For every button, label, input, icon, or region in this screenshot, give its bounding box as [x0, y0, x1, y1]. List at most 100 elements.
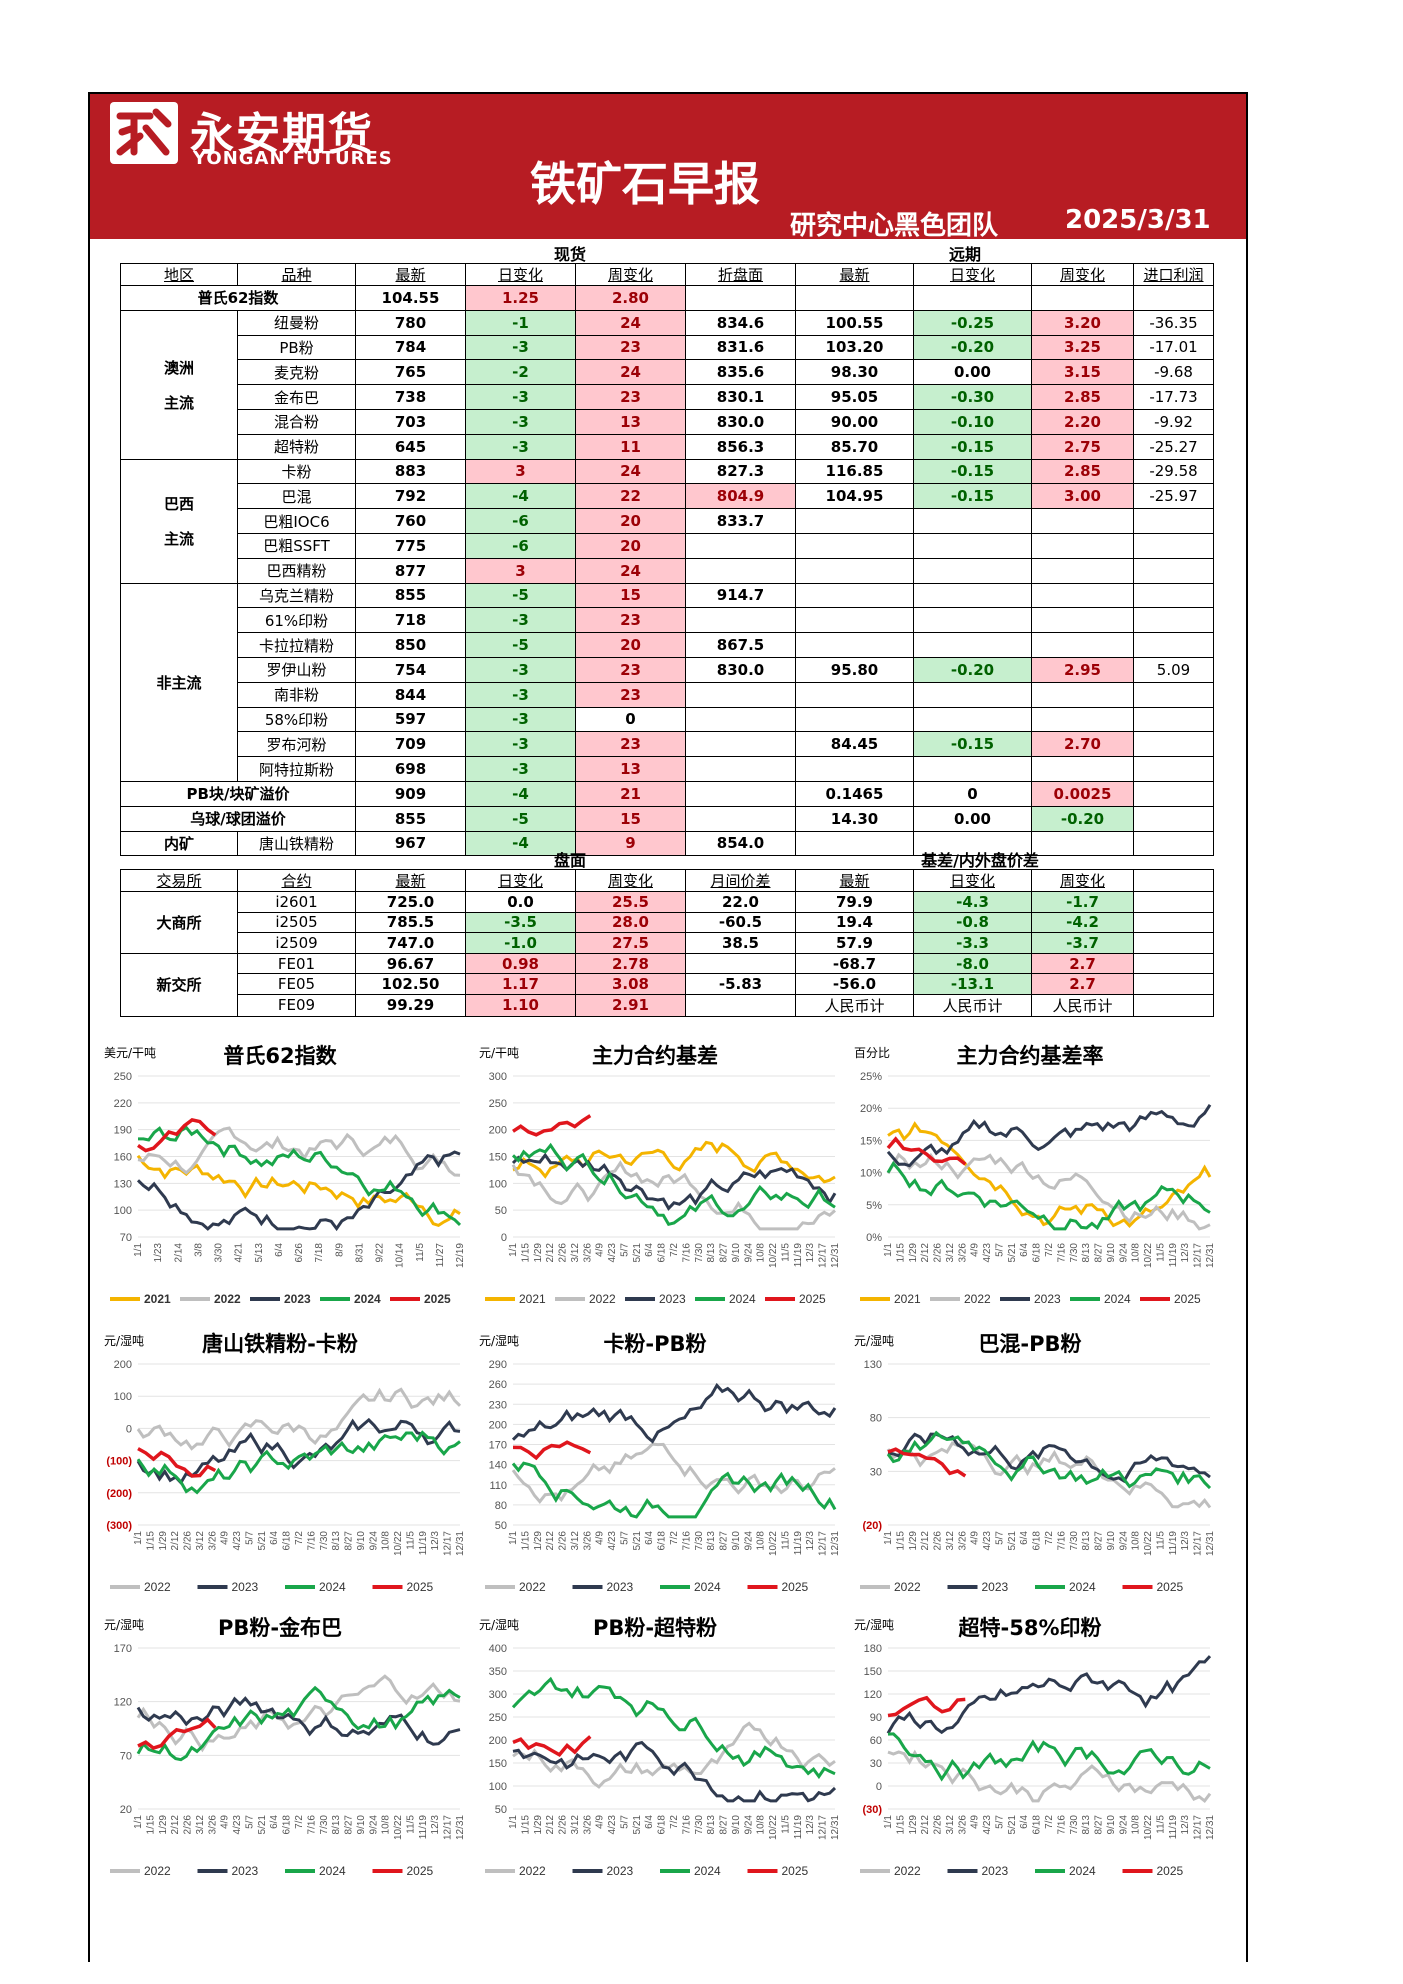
- x-tick-label: 3/12: [945, 1243, 956, 1263]
- chart-unit: 元/湿吨: [854, 1334, 895, 1348]
- empty-cell: [1133, 911, 1214, 934]
- x-tick-label: 3/26: [207, 1531, 218, 1551]
- x-tick-label: 1/1: [508, 1815, 519, 1829]
- legend-label: 2021: [894, 1292, 921, 1306]
- spot-week-change: 23: [575, 731, 686, 758]
- spot-latest: 850: [355, 632, 466, 658]
- import-profit: -29.58: [1133, 458, 1214, 485]
- x-tick-label: 4/9: [220, 1815, 231, 1829]
- spot-week-change: 15: [575, 805, 686, 832]
- x-tick-label: 3/8: [193, 1243, 204, 1257]
- x-tick-label: 4/9: [220, 1531, 231, 1545]
- forward-week-change: [1031, 756, 1134, 782]
- y-tick-label: 250: [489, 1098, 507, 1110]
- x-tick-label: 11/27: [435, 1243, 446, 1268]
- forward-day-change: -0.30: [913, 384, 1032, 410]
- logo-icon: [110, 102, 178, 164]
- futures-group-label: 盘面: [553, 851, 586, 870]
- chart: 卡粉-PB粉 元/湿吨 290 260 230 200 170 140 110 80 50 1/1 1/…: [475, 1328, 845, 1603]
- x-tick-label: 7/30: [1069, 1815, 1080, 1835]
- spot-day-change: -3: [465, 433, 576, 460]
- x-tick-label: 12/3: [430, 1531, 441, 1551]
- y-tick-label: 130: [114, 1178, 132, 1190]
- chart: 主力合约基差 元/干吨 300 250 200 150 100 50 0 1/1 1/15 1/29 2…: [475, 1040, 845, 1315]
- x-tick-label: 3/12: [570, 1815, 581, 1835]
- platts-latest: 104.55: [355, 285, 466, 311]
- forward-day-change: [913, 756, 1032, 782]
- series-line: [512, 1735, 592, 1758]
- chart-unit: 美元/干吨: [104, 1046, 157, 1060]
- x-tick-label: 9/10: [731, 1243, 742, 1263]
- table-row: 巴西精粉 877 3 24: [121, 557, 1214, 584]
- table-row: 麦克粉 765 -2 24 835.6 98.30 0.00 3.15 -9.68: [121, 359, 1214, 386]
- futures-week-change: 2.91: [575, 993, 686, 1017]
- spot-week-change: 23: [575, 384, 686, 410]
- forward-latest: [795, 557, 914, 584]
- report-date: 2025/3/31: [1065, 205, 1211, 235]
- futures-week-change: 28.0: [575, 911, 686, 934]
- y-tick-label: 30: [870, 1466, 882, 1478]
- x-tick-label: 1/29: [533, 1531, 544, 1551]
- legend-label: 2024: [694, 1580, 721, 1594]
- x-tick-label: 12/17: [443, 1531, 454, 1556]
- import-profit: [1133, 582, 1214, 609]
- legend-label: 2025: [407, 1580, 434, 1594]
- chart-svg: 290 260 230 200 170 140 110 80 501/1 1/15 1/29 2/12…: [485, 1359, 841, 1594]
- series-line: [887, 1695, 966, 1718]
- forward-day-change: [913, 508, 1032, 534]
- y-tick-label: 170: [114, 1643, 132, 1655]
- y-tick-label: 350: [489, 1666, 507, 1678]
- x-tick-label: 7/16: [681, 1531, 692, 1551]
- empty-cell: [685, 780, 796, 807]
- column-header: 交易所: [120, 869, 238, 892]
- futures-table: 交易所 合约 最新 日变化 周变化 月间价差 最新 日变化 周变化 大商所 i2601 725.0 0.…: [120, 869, 1214, 1017]
- series-line: [136, 1417, 461, 1486]
- series-line: [512, 1721, 836, 1789]
- y-tick-label: 70: [120, 1232, 132, 1244]
- x-tick-label: 2/12: [545, 1815, 556, 1835]
- x-tick-label: 5/7: [244, 1531, 255, 1545]
- column-header: 最新: [355, 263, 466, 286]
- basis-week-change: 2.7: [1031, 973, 1134, 995]
- chart-title: PB粉-金布巴: [217, 1616, 343, 1640]
- x-tick-label: 9/24: [368, 1815, 379, 1835]
- spot-day-change: -3: [465, 756, 576, 782]
- table-row: 澳洲 主流 纽曼粉 780 -1 24 834.6 100.55 -0.25 3.20 -36.35: [120, 309, 1214, 460]
- chart-title: 主力合约基差率: [956, 1044, 1104, 1068]
- y-tick-label: 5%: [866, 1200, 882, 1212]
- x-tick-label: 8/27: [719, 1243, 730, 1263]
- converted-price: 867.5: [685, 632, 796, 658]
- team-name: 研究中心黑色团队: [790, 211, 999, 241]
- calendar-spread: -60.5: [685, 911, 796, 934]
- chart-svg: 25% 20% 15% 10% 5% 0%1/1 1/15 1/29 2/12 2/26 3/12 3…: [860, 1071, 1216, 1306]
- x-tick-label: 5/21: [257, 1531, 268, 1551]
- legend-label: 2022: [894, 1580, 921, 1594]
- forward-day-change: -0.10: [913, 408, 1032, 435]
- spot-group-label: 现货: [553, 245, 586, 264]
- y-tick-label: 200: [114, 1359, 132, 1371]
- legend-label: 2023: [659, 1292, 686, 1306]
- premium-label: PB块/块矿溢价: [120, 780, 356, 807]
- legend-label: 2023: [232, 1864, 259, 1878]
- spot-day-change: -3: [465, 681, 576, 708]
- x-tick-label: 9/10: [1106, 1815, 1117, 1835]
- y-tick-label: 120: [114, 1697, 132, 1709]
- x-tick-label: 1/15: [145, 1531, 156, 1551]
- spot-week-change: 13: [575, 408, 686, 435]
- y-tick-label: 80: [495, 1500, 507, 1512]
- y-tick-label: (100): [106, 1456, 132, 1468]
- forward-latest: [795, 706, 914, 733]
- table-row: 58%印粉 597 -3 0: [121, 706, 1214, 733]
- forward-latest: 14.30: [795, 805, 914, 832]
- y-tick-label: 250: [114, 1071, 132, 1083]
- y-tick-label: 10%: [860, 1168, 882, 1180]
- x-tick-label: 5/13: [254, 1243, 265, 1263]
- table-row: i2505 785.5 -3.5 28.0 -60.5 19.4 -0.8 -4.2: [121, 911, 1214, 934]
- spot-day-change: -5: [465, 632, 576, 658]
- forward-day-change: -0.15: [913, 458, 1032, 485]
- series-line: [887, 1447, 967, 1478]
- x-tick-label: 4/23: [982, 1531, 993, 1551]
- empty-cell: [1133, 993, 1214, 1017]
